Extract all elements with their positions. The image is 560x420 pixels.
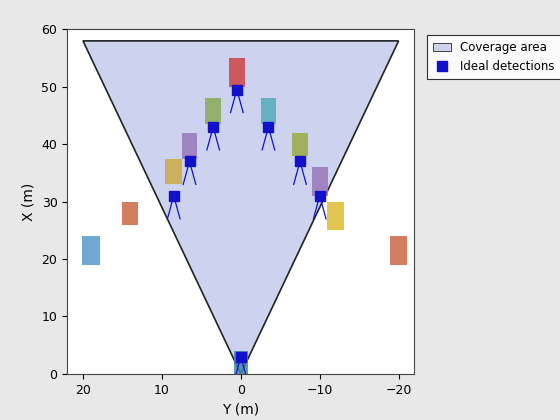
Bar: [312, 167, 328, 196]
Y-axis label: X (m): X (m): [22, 182, 36, 221]
Bar: [234, 351, 248, 374]
Bar: [229, 58, 245, 87]
Bar: [292, 133, 308, 156]
Bar: [165, 158, 183, 184]
Bar: [260, 98, 276, 124]
Polygon shape: [83, 41, 399, 374]
Bar: [327, 202, 344, 230]
X-axis label: Y (m): Y (m): [222, 402, 259, 416]
Bar: [82, 236, 100, 265]
Bar: [123, 202, 138, 225]
Bar: [390, 236, 407, 265]
Bar: [181, 133, 197, 158]
Legend: Coverage area, Ideal detections: Coverage area, Ideal detections: [427, 35, 560, 79]
Bar: [206, 98, 221, 124]
